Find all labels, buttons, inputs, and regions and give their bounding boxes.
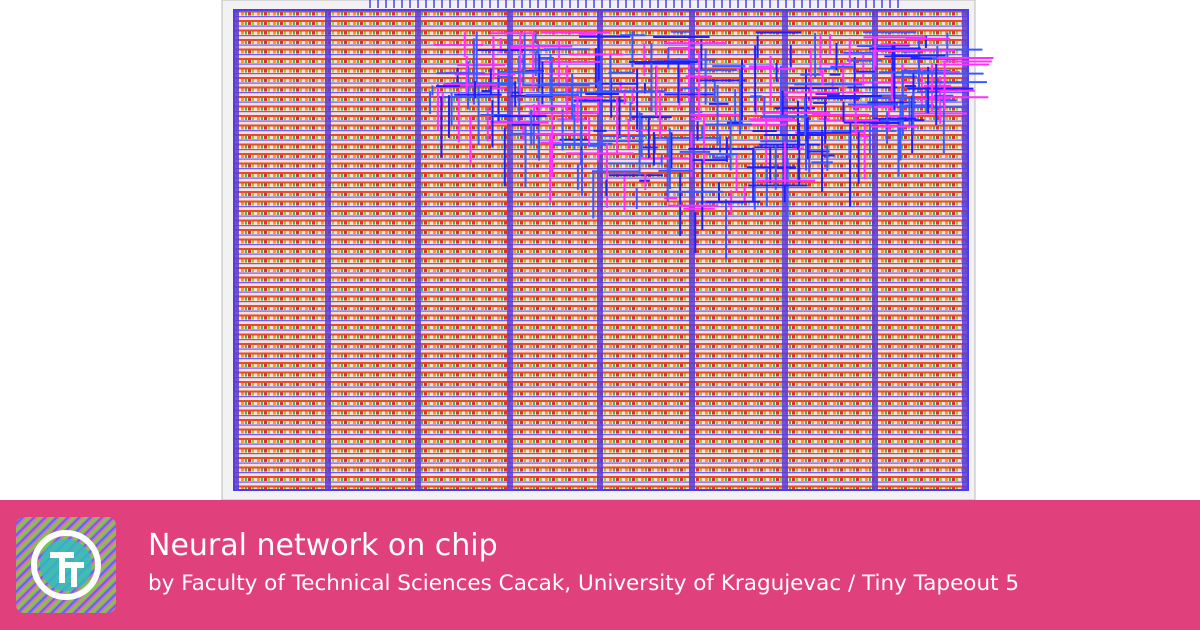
power-strap [233,10,239,490]
power-strap [872,10,878,490]
power-strap [962,10,968,490]
routing [369,0,994,260]
power-straps [233,10,968,490]
power-strap [689,10,695,490]
chip-layout [221,0,994,500]
footer-band [0,500,1200,630]
power-strap [415,10,421,490]
power-strap [782,10,788,490]
power-strap [325,10,331,490]
power-strap [597,10,603,490]
logo [16,517,116,613]
power-strap [507,10,513,490]
card-subtitle: by Faculty of Technical Sciences Cacak, … [148,571,1020,596]
card-title: Neural network on chip [148,528,498,563]
